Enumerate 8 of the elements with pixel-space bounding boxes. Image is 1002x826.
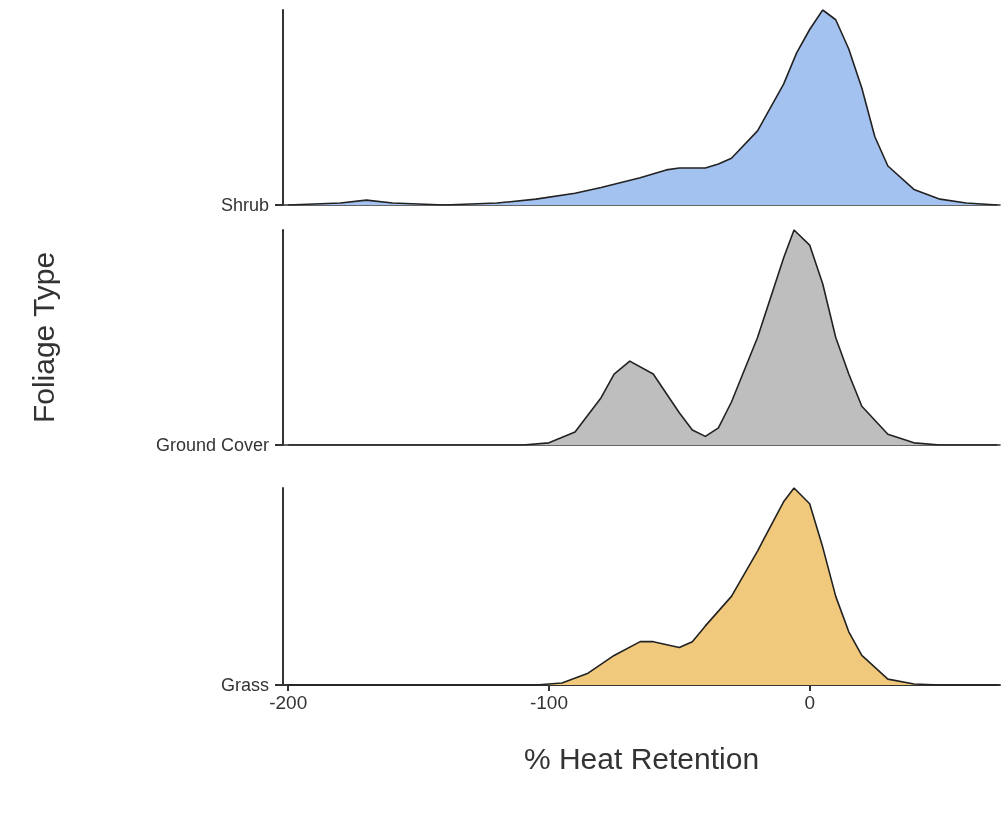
y-axis-title: Foliage Type — [26, 251, 60, 424]
x-axis-title: % Heat Retention — [523, 741, 760, 775]
x-tick-label: -200 — [269, 692, 308, 713]
x-tick-label: 0 — [804, 692, 815, 713]
series-label: Grass — [220, 675, 269, 695]
series-label: Shrub — [220, 195, 269, 215]
x-tick-label: -100 — [529, 692, 568, 713]
series-label: Ground Cover — [155, 435, 269, 455]
